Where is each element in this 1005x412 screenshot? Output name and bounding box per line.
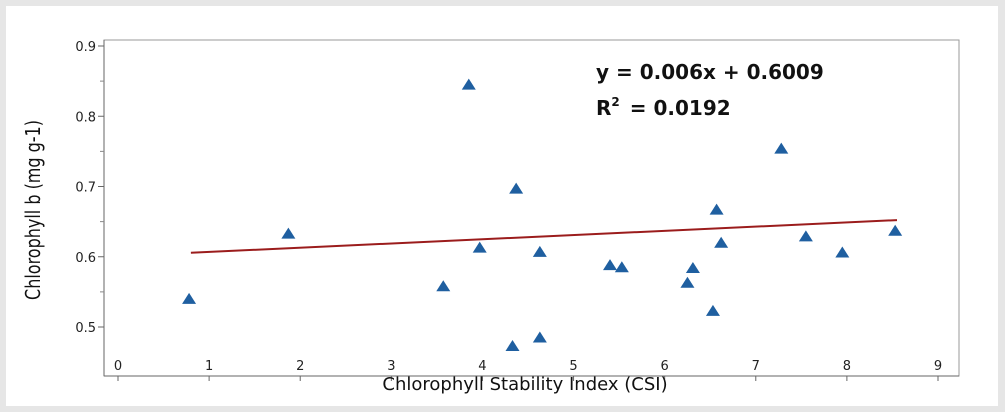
chart-frame: 0.5 0.6 0.7 0.8 0.9 0 1 2 3 4 5 6 7 8 9 Chlorophyll b… <box>6 6 998 406</box>
x-axis-ticks: 0 1 2 3 4 5 6 7 8 9 <box>114 359 942 381</box>
data-point-marker <box>798 230 813 242</box>
x-tick-label: 2 <box>296 359 304 374</box>
x-tick-label: 9 <box>934 359 942 374</box>
regression-equation: y = 0.006x + 0.6009 <box>596 60 824 84</box>
x-tick-label: 3 <box>387 359 395 374</box>
y-axis-label: Chlorophyll b (mg g-1) <box>22 120 45 300</box>
y-tick-label: 0.6 <box>75 251 96 266</box>
data-point-marker <box>705 304 720 316</box>
data-point-marker <box>532 331 547 343</box>
y-tick-label: 0.8 <box>75 110 96 125</box>
data-point-marker <box>281 227 296 239</box>
r-squared-value: = 0.0192 <box>630 96 731 120</box>
data-point-marker <box>714 236 729 248</box>
trendline <box>190 219 898 254</box>
r-squared-annotation: R2 = 0.0192 <box>596 95 731 120</box>
x-tick-label: 0 <box>114 359 122 374</box>
data-point-marker <box>461 78 476 90</box>
data-point-marker <box>888 224 903 236</box>
data-point-marker <box>774 142 789 154</box>
data-point-marker <box>532 245 547 257</box>
x-axis-label: Chlorophyll Stability Index (CSI) <box>382 374 667 395</box>
data-point-marker <box>505 339 520 351</box>
x-tick-label: 5 <box>569 359 577 374</box>
r-squared-superscript: 2 <box>611 95 619 109</box>
data-point-marker <box>436 280 451 292</box>
x-tick-label: 1 <box>205 359 213 374</box>
r-squared-label: R <box>596 96 611 120</box>
x-tick-label: 4 <box>478 359 486 374</box>
x-tick-label: 8 <box>843 359 851 374</box>
scatter-chart: 0.5 0.6 0.7 0.8 0.9 0 1 2 3 4 5 6 7 8 9 Chlorophyll b… <box>6 6 998 406</box>
y-axis-ticks: 0.5 0.6 0.7 0.8 0.9 <box>75 40 104 336</box>
data-point-marker <box>835 246 850 258</box>
x-tick-label: 6 <box>661 359 669 374</box>
data-points <box>182 78 903 351</box>
data-point-marker <box>182 292 197 304</box>
data-point-marker <box>509 182 524 194</box>
data-point-marker <box>685 261 700 273</box>
y-tick-label: 0.5 <box>75 321 96 336</box>
y-tick-label: 0.9 <box>75 40 96 55</box>
data-point-marker <box>603 259 617 271</box>
y-tick-label: 0.7 <box>75 181 96 196</box>
x-tick-label: 7 <box>752 359 760 374</box>
plot-area <box>103 39 960 377</box>
data-point-marker <box>709 203 724 215</box>
data-point-marker <box>680 276 695 288</box>
data-point-marker <box>472 241 487 253</box>
data-point-marker <box>614 261 629 273</box>
